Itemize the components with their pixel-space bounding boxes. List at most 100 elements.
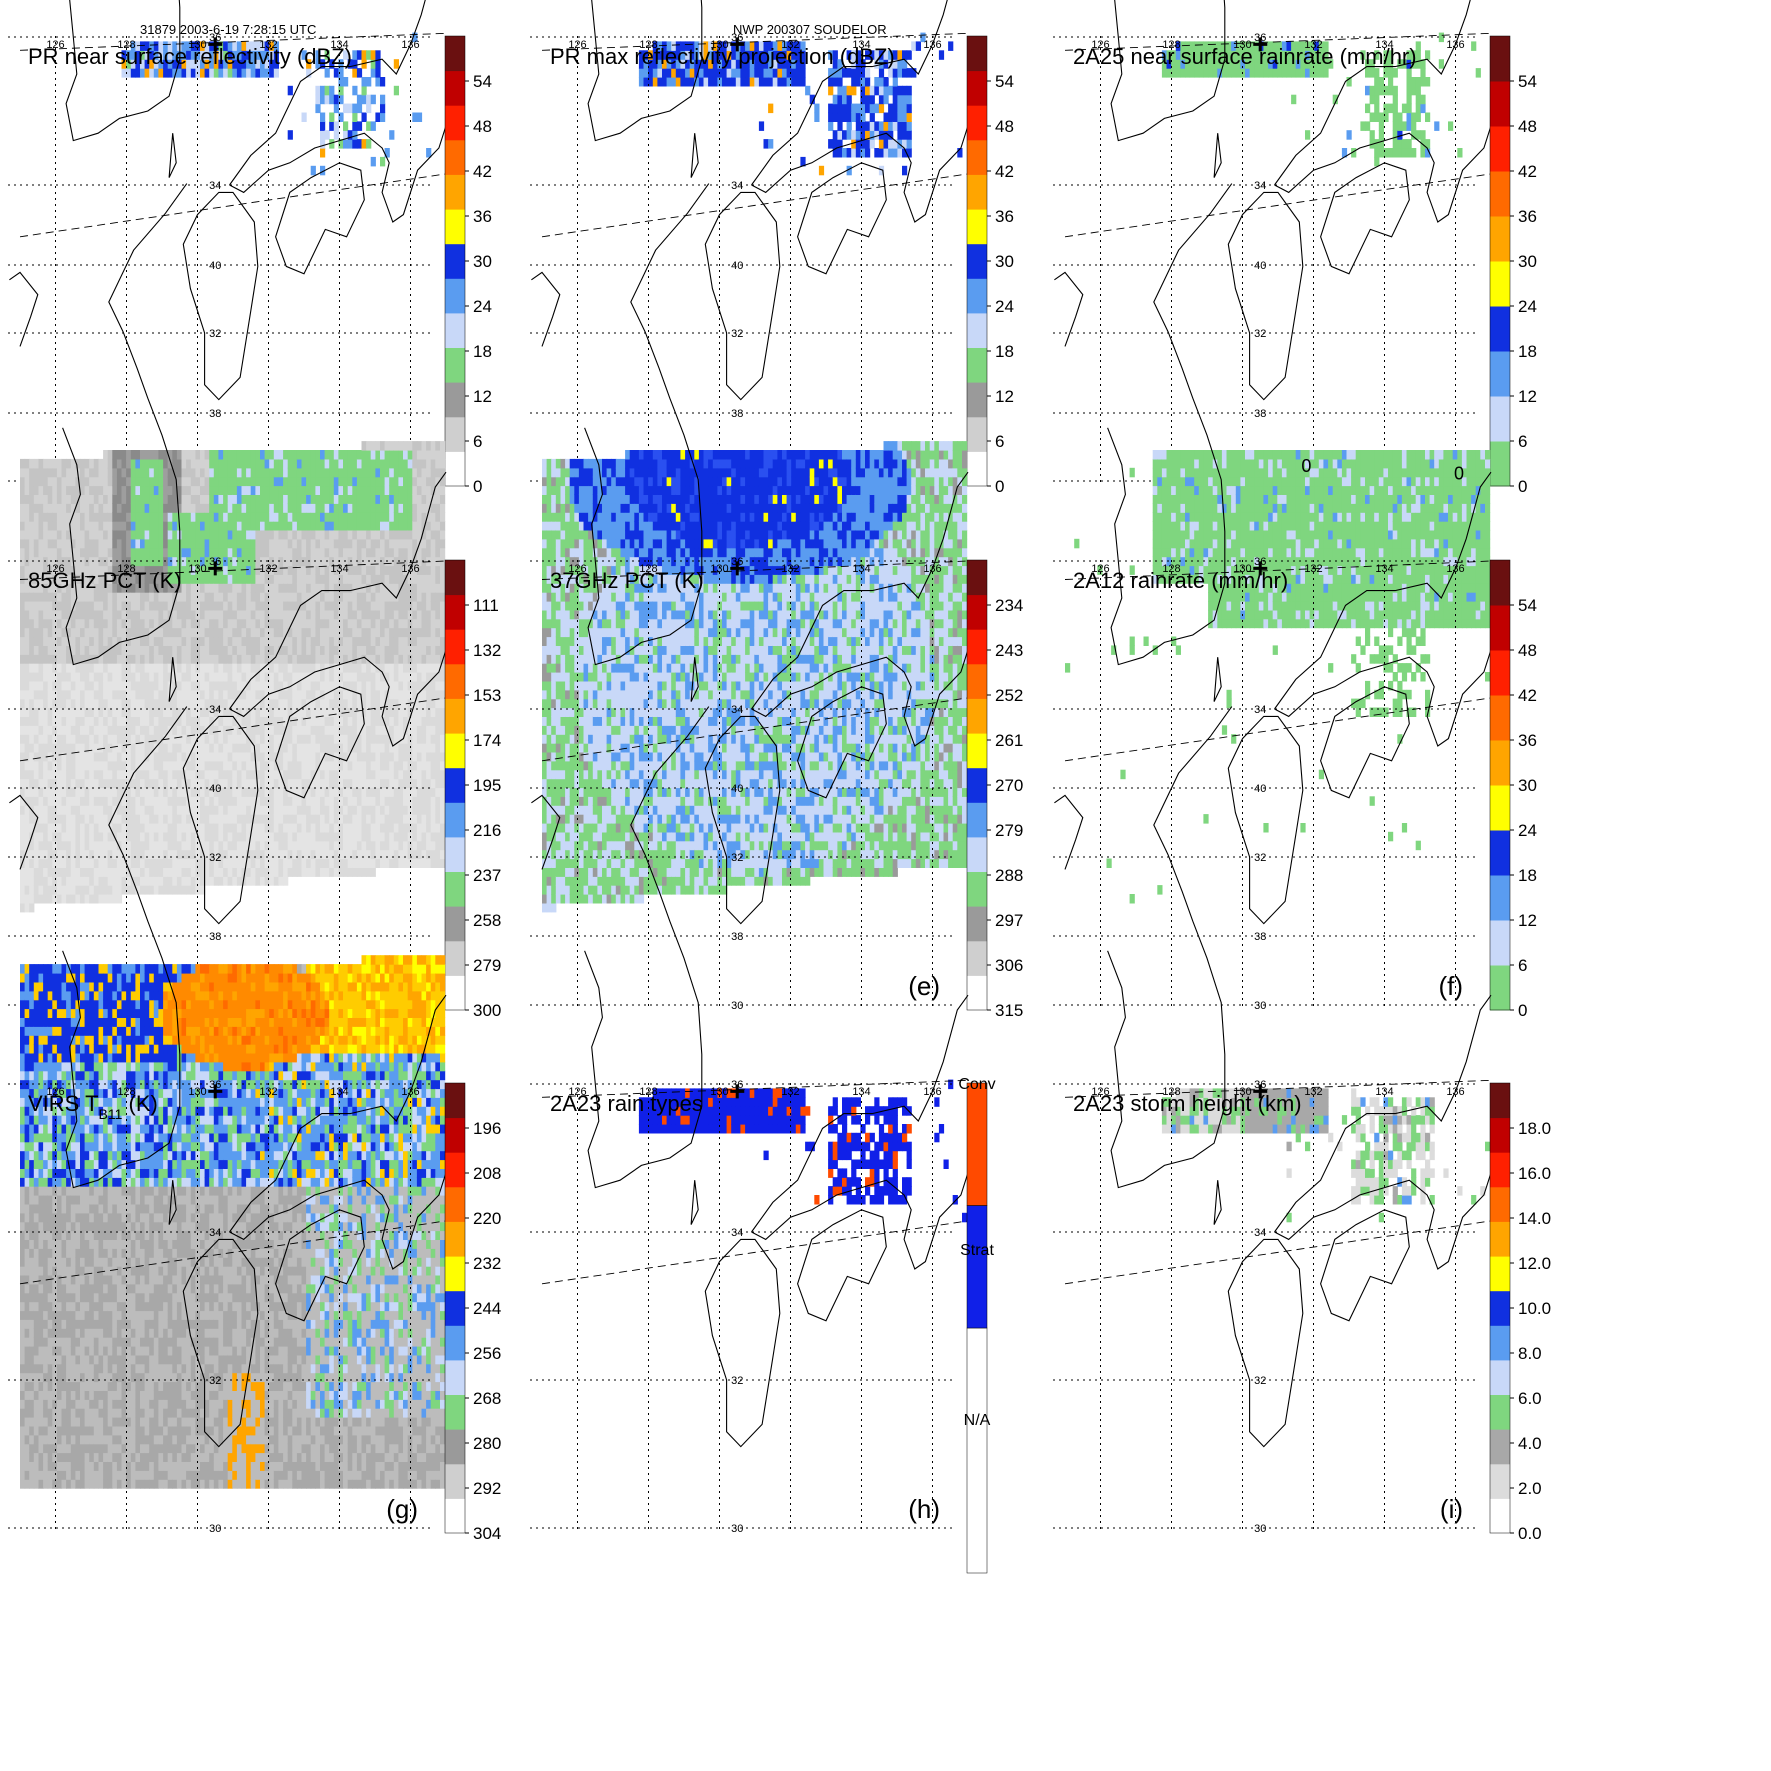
colorbar-tick-label-1: 6	[1518, 432, 1527, 451]
colorbar-seg-4	[1490, 261, 1510, 307]
colorbar-seg-3	[445, 872, 465, 907]
lat-label-38: 38	[731, 931, 743, 943]
colorbar-seg-8	[1490, 81, 1510, 127]
colorbar-seg-5	[445, 1325, 465, 1360]
colorbar-seg-10	[1490, 1152, 1510, 1187]
panel-title-f: 2A12 rainrate (mm/hr)	[1073, 568, 1288, 593]
colorbar-seg-9	[445, 140, 465, 175]
colorbar-tick-label-2: 12	[995, 387, 1014, 406]
colorbar-tick-label-9: 54	[995, 72, 1014, 91]
lat-label-38: 38	[731, 408, 743, 420]
colorbar-seg-3	[967, 348, 987, 383]
colorbar-tick-label-4: 8.0	[1518, 1344, 1542, 1363]
coast-kyushu	[1228, 1239, 1303, 1446]
graticule	[1053, 788, 1478, 1533]
colorbar-seg-0	[445, 975, 465, 1010]
lat-label-40: 40	[1254, 783, 1266, 795]
graticule	[1053, 265, 1478, 1010]
lon-label-136: 136	[401, 1086, 419, 1098]
colorbar-seg-1	[967, 1206, 987, 1329]
colorbar-tick-label-3: 268	[473, 1389, 501, 1408]
colorbar-tick-label-2: 280	[473, 1434, 501, 1453]
colorbar-seg-7	[1490, 650, 1510, 696]
colorbar-seg-4	[1490, 1360, 1510, 1395]
colorbar-seg-12	[967, 560, 987, 595]
colorbar-tick-label-1: 6	[995, 432, 1004, 451]
lat-label-30: 30	[731, 1523, 743, 1535]
lat-label-38: 38	[209, 931, 221, 943]
colorbar-tick-label-7: 14.0	[1518, 1209, 1551, 1228]
colorbar-seg-8	[967, 699, 987, 734]
colorbar-seg-7	[445, 209, 465, 244]
lat-label-32: 32	[1254, 1375, 1266, 1387]
colorbar-seg-2	[967, 1083, 987, 1206]
colorbar-tick-label-3: 18	[1518, 342, 1537, 361]
contour-label-0: 0	[1301, 456, 1311, 476]
colorbar-label-strat: Strat	[960, 1242, 994, 1259]
colorbar-tick-label-9: 18.0	[1518, 1119, 1551, 1138]
lat-label-34: 34	[1254, 1227, 1266, 1239]
colorbar-tick-label-3: 18	[1518, 866, 1537, 885]
colorbar-seg-2	[445, 1429, 465, 1464]
panel-c: 1261281301321341363032343638402A25 near …	[1053, 0, 1537, 496]
colorbar-tick-label-9: 111	[473, 596, 499, 615]
colorbar-seg-11	[1490, 1118, 1510, 1153]
colorbar-tick-label-5: 30	[995, 252, 1014, 271]
colorbar-tick-label-6: 174	[473, 731, 501, 750]
colorbar-seg-3	[445, 1395, 465, 1430]
colorbar-seg-0	[967, 451, 987, 486]
colorbar-seg-10	[445, 629, 465, 664]
colorbar-tick-label-3: 6.0	[1518, 1389, 1542, 1408]
colorbar-seg-6	[1490, 171, 1510, 217]
lat-label-30: 30	[1254, 1000, 1266, 1012]
lat-label-38: 38	[1254, 408, 1266, 420]
colorbar-seg-2	[445, 906, 465, 941]
colorbar-seg-2	[1490, 351, 1510, 397]
lon-label-134: 134	[852, 563, 870, 575]
panel-title-h: 2A23 rain types	[550, 1091, 703, 1116]
panel-label-i: (i)	[1440, 1494, 1463, 1524]
lat-label-32: 32	[1254, 328, 1266, 340]
colorbar-seg-7	[445, 1256, 465, 1291]
lat-label-32: 32	[1254, 852, 1266, 864]
colorbar-seg-1	[445, 417, 465, 452]
colorbar-tick-label-7: 42	[995, 162, 1014, 181]
colorbar-tick-label-0: 0.0	[1518, 1524, 1542, 1543]
lat-label-30: 30	[731, 1000, 743, 1012]
colorbar-tick-label-6: 36	[995, 207, 1014, 226]
lon-label-136: 136	[1446, 563, 1464, 575]
colorbar-label-na: N/A	[964, 1412, 991, 1429]
colorbar-seg-5	[1490, 1325, 1510, 1360]
colorbar-tick-label-7: 220	[473, 1209, 501, 1228]
lat-label-32: 32	[209, 852, 221, 864]
colorbar-seg-9	[445, 1187, 465, 1222]
colorbar-seg-5	[1490, 216, 1510, 262]
colorbar-tick-label-0: 315	[995, 1001, 1023, 1020]
lon-label-136: 136	[401, 39, 419, 51]
colorbar-seg-2	[445, 382, 465, 417]
lon-label-136: 136	[1446, 1086, 1464, 1098]
colorbar-seg-2	[1490, 1429, 1510, 1464]
colorbar-i: 0.02.04.06.08.010.012.014.016.018.0	[1490, 1083, 1551, 1543]
colorbar-seg-4	[445, 313, 465, 348]
colorbar-tick-label-5: 244	[473, 1299, 501, 1318]
colorbar-seg-10	[445, 105, 465, 140]
colorbar-tick-label-7: 153	[473, 686, 501, 705]
colorbar-tick-label-0: 0	[1518, 477, 1527, 496]
colorbar-seg-8	[445, 175, 465, 210]
colorbar-tick-label-9: 54	[1518, 596, 1537, 615]
colorbar-seg-8	[445, 699, 465, 734]
colorbar-tick-label-0: 0	[473, 477, 482, 496]
lon-label-136: 136	[923, 39, 941, 51]
colorbar-seg-12	[445, 36, 465, 71]
lat-label-40: 40	[209, 783, 221, 795]
lon-label-132: 132	[781, 1086, 799, 1098]
lon-label-136: 136	[923, 563, 941, 575]
colorbar-seg-4	[445, 1360, 465, 1395]
lat-label-38: 38	[1254, 931, 1266, 943]
coast-shikoku	[798, 163, 887, 274]
colorbar-tick-label-2: 12	[1518, 911, 1537, 930]
